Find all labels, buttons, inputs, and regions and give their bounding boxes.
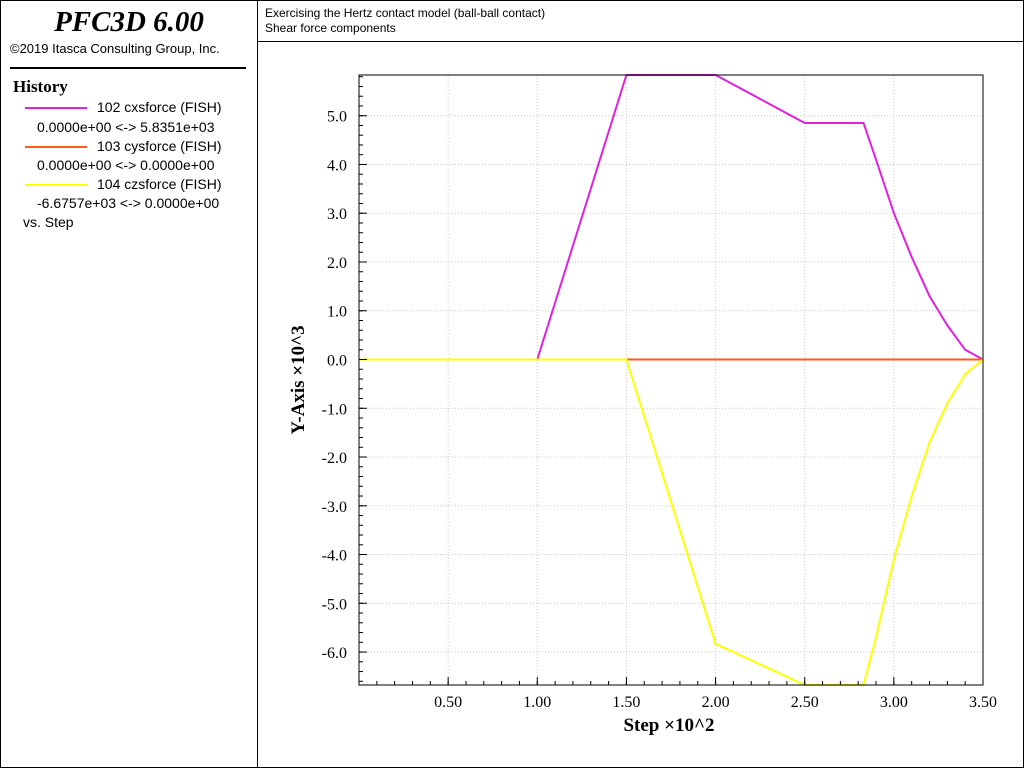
ticks: 0.50 1.00 1.50 2.00 2.50 3.00 3.50 5.0 4.0 3.0 2.0… [322, 76, 997, 711]
x-axis-title: Step ×10^2 [623, 715, 714, 736]
history-chart: 0.50 1.00 1.50 2.00 2.50 3.00 3.50 5.0 4.0 3.0 2.0… [288, 74, 997, 736]
legend-swatch-czsforce [25, 184, 87, 186]
y-tick-label: -5.0 [322, 596, 347, 613]
x-tick-label: 1.00 [523, 694, 551, 711]
y-tick-label: -2.0 [322, 450, 347, 467]
legend-range-cxsforce: 0.0000e+00 <-> 5.8351e+03 [37, 119, 215, 135]
y-tick-label: -6.0 [322, 645, 347, 662]
x-tick-label: 3.00 [880, 694, 908, 711]
y-tick-label: 1.0 [327, 304, 347, 321]
y-tick-label: -4.0 [322, 548, 347, 565]
y-tick-label: 2.0 [327, 255, 347, 272]
legend-panel: PFC3D 6.00 ©2019 Itasca Consulting Group… [1, 1, 258, 767]
x-tick-label: 2.50 [791, 694, 819, 711]
y-tick-label: -1.0 [322, 401, 347, 418]
x-tick-label: 0.50 [434, 694, 462, 711]
plot-header: Exercising the Hertz contact model (ball… [258, 1, 1023, 42]
grid [359, 75, 983, 685]
y-tick-label: -3.0 [322, 499, 347, 516]
plot-area [359, 75, 983, 685]
divider [10, 67, 246, 69]
copyright-text: ©2019 Itasca Consulting Group, Inc. [10, 41, 220, 56]
x-tick-label: 3.50 [969, 694, 997, 711]
plot-subtitle: Shear force components [265, 21, 396, 35]
legend-label: 103 cysforce (FISH) [97, 138, 222, 154]
legend-swatch-cysforce [25, 146, 87, 148]
product-title: PFC3D 6.00 [54, 6, 204, 38]
series-line-2 [359, 358, 984, 686]
history-title: History [13, 77, 68, 96]
legend-range-cysforce: 0.0000e+00 <-> 0.0000e+00 [37, 157, 215, 173]
x-tick-label: 1.50 [612, 694, 640, 711]
legend-range-czsforce: -6.6757e+03 <-> 0.0000e+00 [37, 195, 220, 211]
legend-swatch-cxsforce [25, 107, 87, 109]
y-tick-label: 0.0 [327, 353, 347, 370]
y-tick-label: 3.0 [327, 206, 347, 223]
legend-label: 102 cxsforce (FISH) [97, 99, 222, 115]
y-tick-label: 4.0 [327, 157, 347, 174]
vs-step-label: vs. Step [23, 214, 74, 230]
y-axis-title: Y-Axis ×10^3 [288, 325, 309, 434]
x-tick-label: 2.00 [702, 694, 730, 711]
plot-title: Exercising the Hertz contact model (ball… [265, 6, 546, 20]
y-tick-label: 5.0 [327, 109, 347, 126]
legend-label: 104 czsforce (FISH) [97, 176, 222, 192]
plot-border [358, 74, 984, 686]
